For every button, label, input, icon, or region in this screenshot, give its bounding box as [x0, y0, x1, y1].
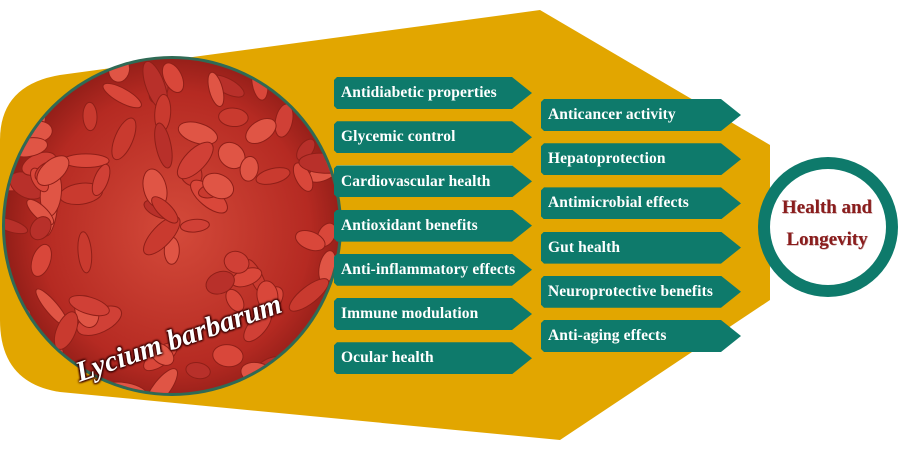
benefit-tag: Anticancer activity	[541, 99, 741, 131]
berry-shape	[255, 167, 291, 185]
berry-shape	[179, 218, 210, 233]
benefit-tag: Antimicrobial effects	[541, 187, 741, 219]
berry-shape	[256, 280, 279, 311]
goal-line-1: Health and	[781, 197, 873, 218]
berry-shape	[30, 243, 52, 277]
berry-shape	[82, 101, 98, 132]
berry-shape	[292, 162, 314, 192]
goal-line-2: Longevity	[786, 229, 868, 250]
berry-shape	[149, 342, 175, 366]
berry-shape	[161, 62, 185, 94]
benefit-tag: Neuroprotective benefits	[541, 276, 741, 308]
berry-shape	[102, 82, 142, 109]
benefit-tag: Hepatoprotection	[541, 143, 741, 175]
berry-shape	[5, 384, 33, 393]
berry-shape	[111, 117, 137, 161]
berry-shape	[223, 250, 250, 274]
benefit-tag: Anti-inflammatory effects	[334, 254, 532, 286]
berry-shape	[29, 216, 52, 241]
berry-shape	[36, 155, 70, 186]
berry-shape	[239, 155, 259, 182]
berry-shape	[154, 122, 173, 169]
berry-shape	[177, 121, 218, 145]
berry-shape	[207, 71, 225, 107]
berry-shape	[176, 141, 214, 180]
berry-shape	[205, 270, 235, 295]
benefit-tag: Gut health	[541, 232, 741, 264]
goal-ring-inner	[770, 169, 886, 285]
berry-shape	[144, 368, 178, 393]
berry-shape	[202, 172, 235, 200]
berry-shape	[218, 107, 249, 128]
berry-shape	[151, 196, 179, 224]
benefit-tag: Glycemic control	[334, 121, 532, 153]
berry-shape	[91, 163, 111, 197]
berry-shape	[295, 230, 326, 252]
benefit-tag: Immune modulation	[334, 298, 532, 330]
benefit-tag: Antioxidant benefits	[334, 210, 532, 242]
berry-shape	[77, 231, 93, 274]
berry-shape	[143, 215, 181, 256]
benefit-tag: Ocular health	[334, 342, 532, 374]
berry-shape	[288, 278, 330, 312]
berry-shape	[212, 344, 244, 368]
berry-shape	[31, 59, 78, 77]
berry-shape	[5, 217, 29, 235]
benefit-tag: Anti-aging effects	[541, 320, 741, 352]
benefit-tag: Cardiovascular health	[334, 165, 532, 197]
berry-shape	[185, 361, 211, 380]
berry-shape	[68, 295, 110, 317]
benefit-tag: Antidiabetic properties	[334, 77, 532, 109]
goal-label: Health and Longevity	[762, 192, 892, 256]
berry-shape	[245, 117, 277, 145]
